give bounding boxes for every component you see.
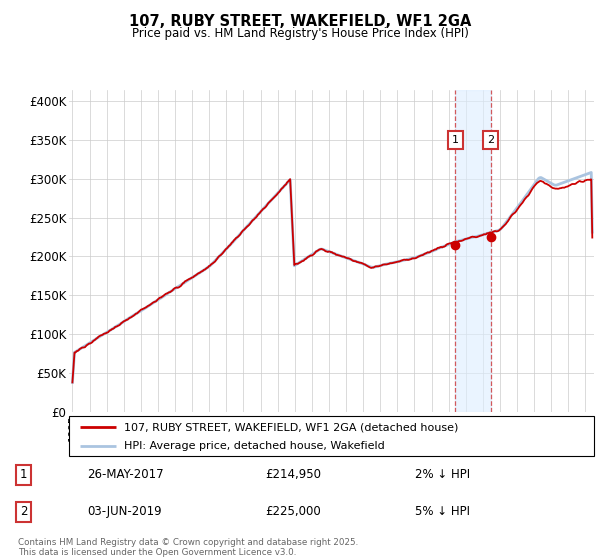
Text: 107, RUBY STREET, WAKEFIELD, WF1 2GA: 107, RUBY STREET, WAKEFIELD, WF1 2GA [129,14,471,29]
Text: 2: 2 [20,505,27,518]
Text: Price paid vs. HM Land Registry's House Price Index (HPI): Price paid vs. HM Land Registry's House … [131,27,469,40]
Text: 107, RUBY STREET, WAKEFIELD, WF1 2GA (detached house): 107, RUBY STREET, WAKEFIELD, WF1 2GA (de… [124,422,458,432]
Text: 2% ↓ HPI: 2% ↓ HPI [415,468,470,481]
Text: 1: 1 [452,135,459,145]
Text: 03-JUN-2019: 03-JUN-2019 [87,505,161,518]
Text: 5% ↓ HPI: 5% ↓ HPI [415,505,470,518]
Text: HPI: Average price, detached house, Wakefield: HPI: Average price, detached house, Wake… [124,441,385,451]
Bar [455,90,491,412]
FancyBboxPatch shape [69,416,594,456]
Text: £214,950: £214,950 [265,468,322,481]
Text: £225,000: £225,000 [265,505,321,518]
Text: Contains HM Land Registry data © Crown copyright and database right 2025.
This d: Contains HM Land Registry data © Crown c… [18,538,358,557]
Text: 1: 1 [20,468,27,481]
Text: 2: 2 [487,135,494,145]
Text: 26-MAY-2017: 26-MAY-2017 [87,468,164,481]
